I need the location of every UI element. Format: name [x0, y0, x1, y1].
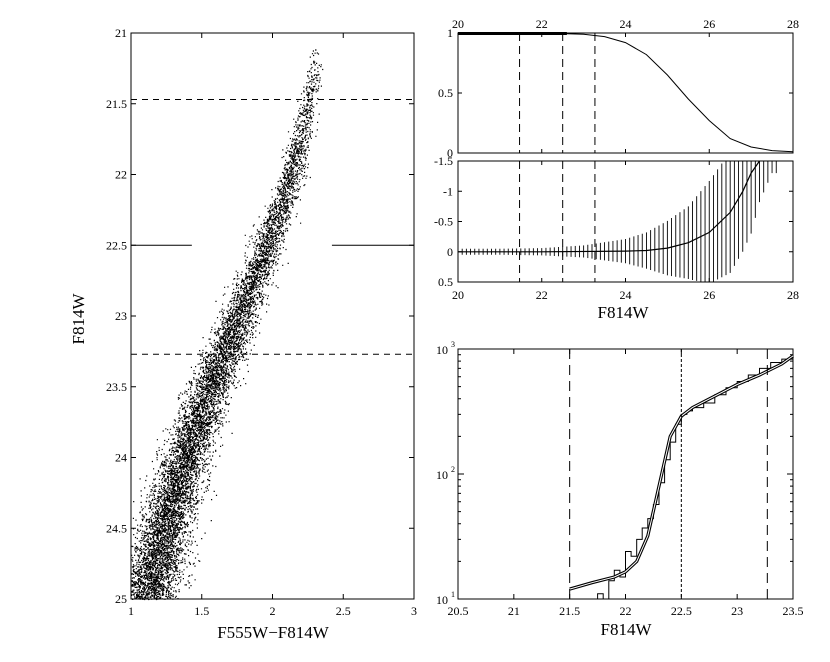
cmd-x-tick-label: 2	[270, 604, 276, 618]
cmd-y-tick-label: 23	[115, 309, 127, 323]
completeness-y-tick-label: 0	[447, 146, 453, 160]
lf-y-tick-exponent: 3	[451, 340, 455, 349]
lf-x-axis-label: F814W	[601, 620, 653, 639]
completeness-curve	[458, 32, 794, 153]
completeness-x-tick-label: 28	[787, 17, 799, 31]
lf-y-tick-base: 10	[436, 343, 448, 357]
cmd-y-tick-label: 24	[115, 451, 127, 465]
lf-y-tick-label: 10	[436, 343, 448, 357]
lf-x-tick-label: 23	[731, 604, 743, 618]
bias-y-tick-label: -1	[443, 184, 453, 198]
lf-y-tick-label: 10	[436, 593, 448, 607]
cmd-y-tick-label: 21.5	[106, 97, 127, 111]
lf-y-tick-base: 10	[436, 593, 448, 607]
completeness-y-tick-label: 0.5	[438, 86, 453, 100]
lf-model-curve-inner	[569, 355, 794, 590]
completeness-plot-frame	[457, 32, 794, 154]
lf-x-tick-label: 20.5	[448, 604, 469, 618]
cmd-x-tick-label: 2.5	[336, 604, 351, 618]
bias-y-tick-label: -0.5	[434, 215, 453, 229]
completeness-x-tick-label: 26	[703, 17, 715, 31]
bias-curve	[458, 160, 760, 253]
cmd-y-tick-label: 21	[115, 26, 127, 40]
cmd-y-tick-label: 24.5	[106, 521, 127, 535]
bias-y-tick-label: 0.5	[438, 275, 453, 289]
cmd-y-tick-label: 25	[115, 592, 127, 606]
cmd-star-points	[131, 49, 324, 601]
bias-x-axis-label: F814W	[598, 303, 650, 322]
lf-x-tick-label: 23.5	[783, 604, 804, 618]
bias-y-tick-label: 0	[447, 245, 453, 259]
completeness-x-tick-label: 20	[452, 17, 464, 31]
cmd-y-axis-label: F814W	[69, 293, 88, 345]
bias-panel: 20 22 24 26 28 -1.5 -1 -0.5 0 0.5	[434, 154, 799, 302]
lf-x-tick-label: 21	[508, 604, 520, 618]
completeness-x-tick-label: 22	[536, 17, 548, 31]
cmd-y-tick-label: 23.5	[106, 380, 127, 394]
lf-y-tick-exponent: 2	[451, 465, 455, 474]
cmd-x-tick-label: 1	[128, 604, 134, 618]
lf-x-tick-label: 21.5	[559, 604, 580, 618]
cmd-y-tick-label: 22	[115, 168, 127, 182]
cmd-x-tick-label: 1.5	[194, 604, 209, 618]
cmd-x-axis-label: F555W−F814W	[217, 623, 330, 642]
completeness-x-tick-label: 24	[620, 17, 632, 31]
lf-x-tick-label: 22	[620, 604, 632, 618]
completeness-panel: 20 22 24 26 28 0 0.5 1	[438, 17, 799, 160]
bias-x-tick-label: 24	[620, 288, 632, 302]
bias-x-tick-label: 20	[452, 288, 464, 302]
completeness-y-tick-label: 1	[447, 26, 453, 40]
bias-x-tick-label: 22	[536, 288, 548, 302]
lf-y-tick-exponent: 1	[451, 590, 455, 599]
bias-x-tick-label: 26	[703, 288, 715, 302]
cmd-y-tick-label: 22.5	[106, 238, 127, 252]
bias-y-tick-label: -1.5	[434, 154, 453, 168]
cmd-x-tick-label: 3	[411, 604, 417, 618]
bias-x-tick-label: 28	[787, 288, 799, 302]
lf-y-tick-base: 10	[436, 468, 448, 482]
lf-y-tick-label: 10	[436, 468, 448, 482]
lf-x-tick-label: 22.5	[671, 604, 692, 618]
